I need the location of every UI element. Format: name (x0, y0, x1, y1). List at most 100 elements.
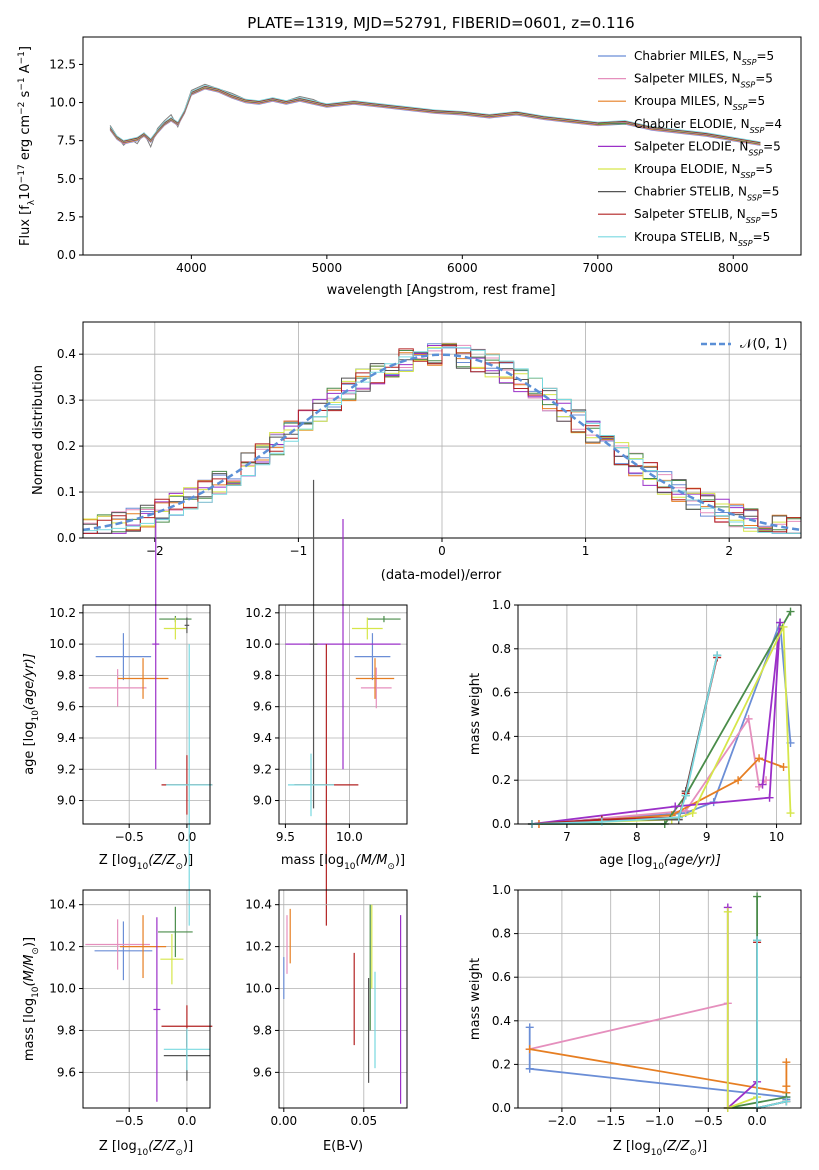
weight-vs-age-ytick-label: 0.0 (492, 817, 511, 831)
age-vs-mass-xlabel: mass [log10(M/M⊙)] (281, 853, 405, 872)
weight-vs-metallicity-xtick-label: −2.0 (547, 1114, 576, 1128)
weight-vs-age-xtick-label: 10 (769, 830, 784, 844)
weight-vs-age-ytick-label: 1.0 (492, 598, 511, 612)
legend-label: Salpeter ELODIE, NSSP=5 (634, 139, 781, 157)
weight-vs-age-series-line (531, 622, 792, 825)
age-vs-metallicity-xtick-label: −0.5 (115, 830, 144, 844)
age-vs-mass-xtick-label: 10.0 (336, 830, 363, 844)
age-vs-metallicity-ylabel: age [log10(age/yr)] (22, 653, 41, 775)
histogram-xtick-label: 0 (438, 544, 446, 558)
spectrum-xtick-label: 5000 (312, 261, 343, 275)
weight-vs-metallicity-series-line (726, 911, 758, 1110)
mass-vs-ebv-xtick-label: 0.00 (270, 1114, 297, 1128)
weight-vs-metallicity-ytick-label: 0.0 (492, 1101, 511, 1115)
histogram-ytick-label: 0.4 (57, 347, 76, 361)
age-vs-metallicity-xtick-label: 0.0 (177, 830, 196, 844)
age-vs-metallicity-xlabel: Z [log10(Z/Z⊙)] (99, 853, 193, 872)
weight-vs-metallicity-series-line (756, 940, 787, 1110)
histogram-ytick-label: 0.1 (57, 485, 76, 499)
weight-vs-age-point-marker (674, 813, 683, 822)
weight-vs-metallicity-series-line (528, 1027, 788, 1100)
age-vs-mass-ytick-label: 9.2 (253, 762, 272, 776)
spectrum-xtick-label: 6000 (447, 261, 478, 275)
age-vs-metallicity-ytick-label: 9.2 (57, 762, 76, 776)
mass-vs-metallicity-ytick-label: 10.0 (49, 982, 76, 996)
histogram-xtick-label: 2 (725, 544, 733, 558)
weight-vs-metallicity-point-marker (782, 1082, 791, 1091)
weight-vs-age-point-marker (755, 754, 764, 763)
age-vs-mass-ytick-label: 10.0 (245, 637, 272, 651)
age-vs-metallicity-ytick-label: 10.0 (49, 637, 76, 651)
weight-vs-age-point-marker (734, 776, 743, 785)
spectrum-ytick-label: 2.5 (57, 210, 76, 224)
weight-vs-metallicity-xtick-label: 0.0 (748, 1114, 767, 1128)
weight-vs-metallicity-point-marker (753, 936, 762, 945)
mass-vs-metallicity-ytick-label: 10.4 (49, 898, 76, 912)
weight-vs-age-point-marker (786, 607, 795, 616)
weight-vs-metallicity-point-marker (753, 892, 762, 901)
spectrum-xtick-label: 7000 (583, 261, 614, 275)
spectrum-xtick-label: 4000 (176, 261, 207, 275)
spectrum-ytick-label: 10.0 (49, 96, 76, 110)
age-vs-mass-panel: 9.5 10.0 9.0 9.2 9.4 9.6 9.8 10.0 10.2 mass [log… (245, 479, 408, 926)
legend-label: Salpeter STELIB, NSSP=5 (634, 207, 778, 225)
weight-vs-age-series-line (538, 716, 767, 825)
spectrum-ytick-label: 7.5 (57, 134, 76, 148)
histogram-xtick-label: 1 (582, 544, 590, 558)
histogram-legend: 𝒩(0, 1) (701, 337, 787, 352)
age-vs-metallicity-ytick-label: 10.2 (49, 606, 76, 620)
age-vs-metallicity-ytick-label: 9.6 (57, 700, 76, 714)
histogram-ytick-label: 0.2 (57, 439, 76, 453)
weight-vs-age-series-line (531, 657, 718, 825)
weight-vs-age-point-marker (758, 780, 767, 789)
histogram-xtick-label: −1 (290, 544, 308, 558)
weight-vs-metallicity-ytick-label: 1.0 (492, 883, 511, 897)
weight-vs-metallicity-ytick-label: 0.6 (492, 970, 511, 984)
weight-vs-age-panel: 7 8 9 10 0.0 0.2 0.4 0.6 0.8 1.0 age [log10(age/y… (468, 598, 802, 872)
mass-vs-ebv-ytick-label: 10.4 (245, 898, 272, 912)
weight-vs-metallicity-ytick-label: 0.2 (492, 1057, 511, 1071)
figure-title: PLATE=1319, MJD=52791, FIBERID=0601, z=0… (247, 14, 634, 32)
spectrum-xtick-label: 8000 (718, 261, 749, 275)
mass-vs-metallicity-xtick-label: 0.0 (177, 1114, 196, 1128)
weight-vs-age-xtick-label: 8 (633, 830, 641, 844)
weight-vs-metallicity-point-marker (525, 1064, 534, 1073)
weight-vs-metallicity-ytick-label: 0.4 (492, 1014, 511, 1028)
weight-vs-metallicity-series-line (756, 942, 787, 1110)
weight-vs-age-ylabel: mass weight (468, 673, 483, 755)
age-vs-mass-ytick-label: 9.4 (253, 731, 272, 745)
age-vs-mass-ytick-label: 10.2 (245, 606, 272, 620)
age-vs-mass-ytick-label: 9.6 (253, 700, 272, 714)
weight-vs-metallicity-series-line (529, 1048, 788, 1094)
weight-vs-metallicity-xtick-label: −0.5 (694, 1114, 723, 1128)
weight-vs-age-point-marker (779, 622, 788, 631)
weight-vs-age-ytick-label: 0.6 (492, 686, 511, 700)
weight-vs-age-point-marker (681, 791, 690, 800)
mass-vs-metallicity-ytick-label: 9.8 (57, 1023, 76, 1037)
weight-vs-metallicity-point-marker (525, 1023, 534, 1032)
age-vs-metallicity-ytick-label: 9.4 (57, 731, 76, 745)
age-vs-mass-ytick-label: 9.0 (253, 794, 272, 808)
mass-vs-metallicity-xtick-label: −0.5 (115, 1114, 144, 1128)
age-vs-metallicity-ytick-label: 9.8 (57, 668, 76, 682)
weight-vs-metallicity-series-line (726, 907, 758, 1111)
residual-histogram-step (83, 344, 801, 534)
histogram-xlabel: (data-model)/error (381, 568, 502, 583)
model-spectrum-line (109, 85, 761, 143)
spectrum-legend: Chabrier MILES, NSSP=5 Salpeter MILES, NS… (598, 49, 782, 247)
histogram-xtick-label: −2 (146, 544, 164, 558)
mass-vs-metallicity-xlabel: Z [log10(Z/Z⊙)] (99, 1139, 193, 1158)
residual-histogram-panel: −2 −1 0 1 2 0.0 0.1 0.2 0.3 0.4 (data-model)/erro… (31, 321, 802, 583)
weight-vs-age-series-line (531, 626, 792, 825)
spectrum-xlabel: wavelength [Angstrom, rest frame] (327, 283, 556, 298)
age-vs-metallicity-ytick-label: 9.0 (57, 794, 76, 808)
mass-vs-metallicity-ytick-label: 9.6 (57, 1065, 76, 1079)
weight-vs-age-point-marker (786, 809, 795, 818)
weight-vs-metallicity-series-line (529, 1002, 729, 1050)
legend-label: Chabrier STELIB, NSSP=5 (634, 185, 779, 203)
mass-vs-ebv-frame (278, 889, 408, 1109)
weight-vs-age-xtick-label: 9 (703, 830, 711, 844)
legend-label: Salpeter MILES, NSSP=5 (634, 72, 773, 90)
weight-vs-age-ytick-label: 0.8 (492, 642, 511, 656)
